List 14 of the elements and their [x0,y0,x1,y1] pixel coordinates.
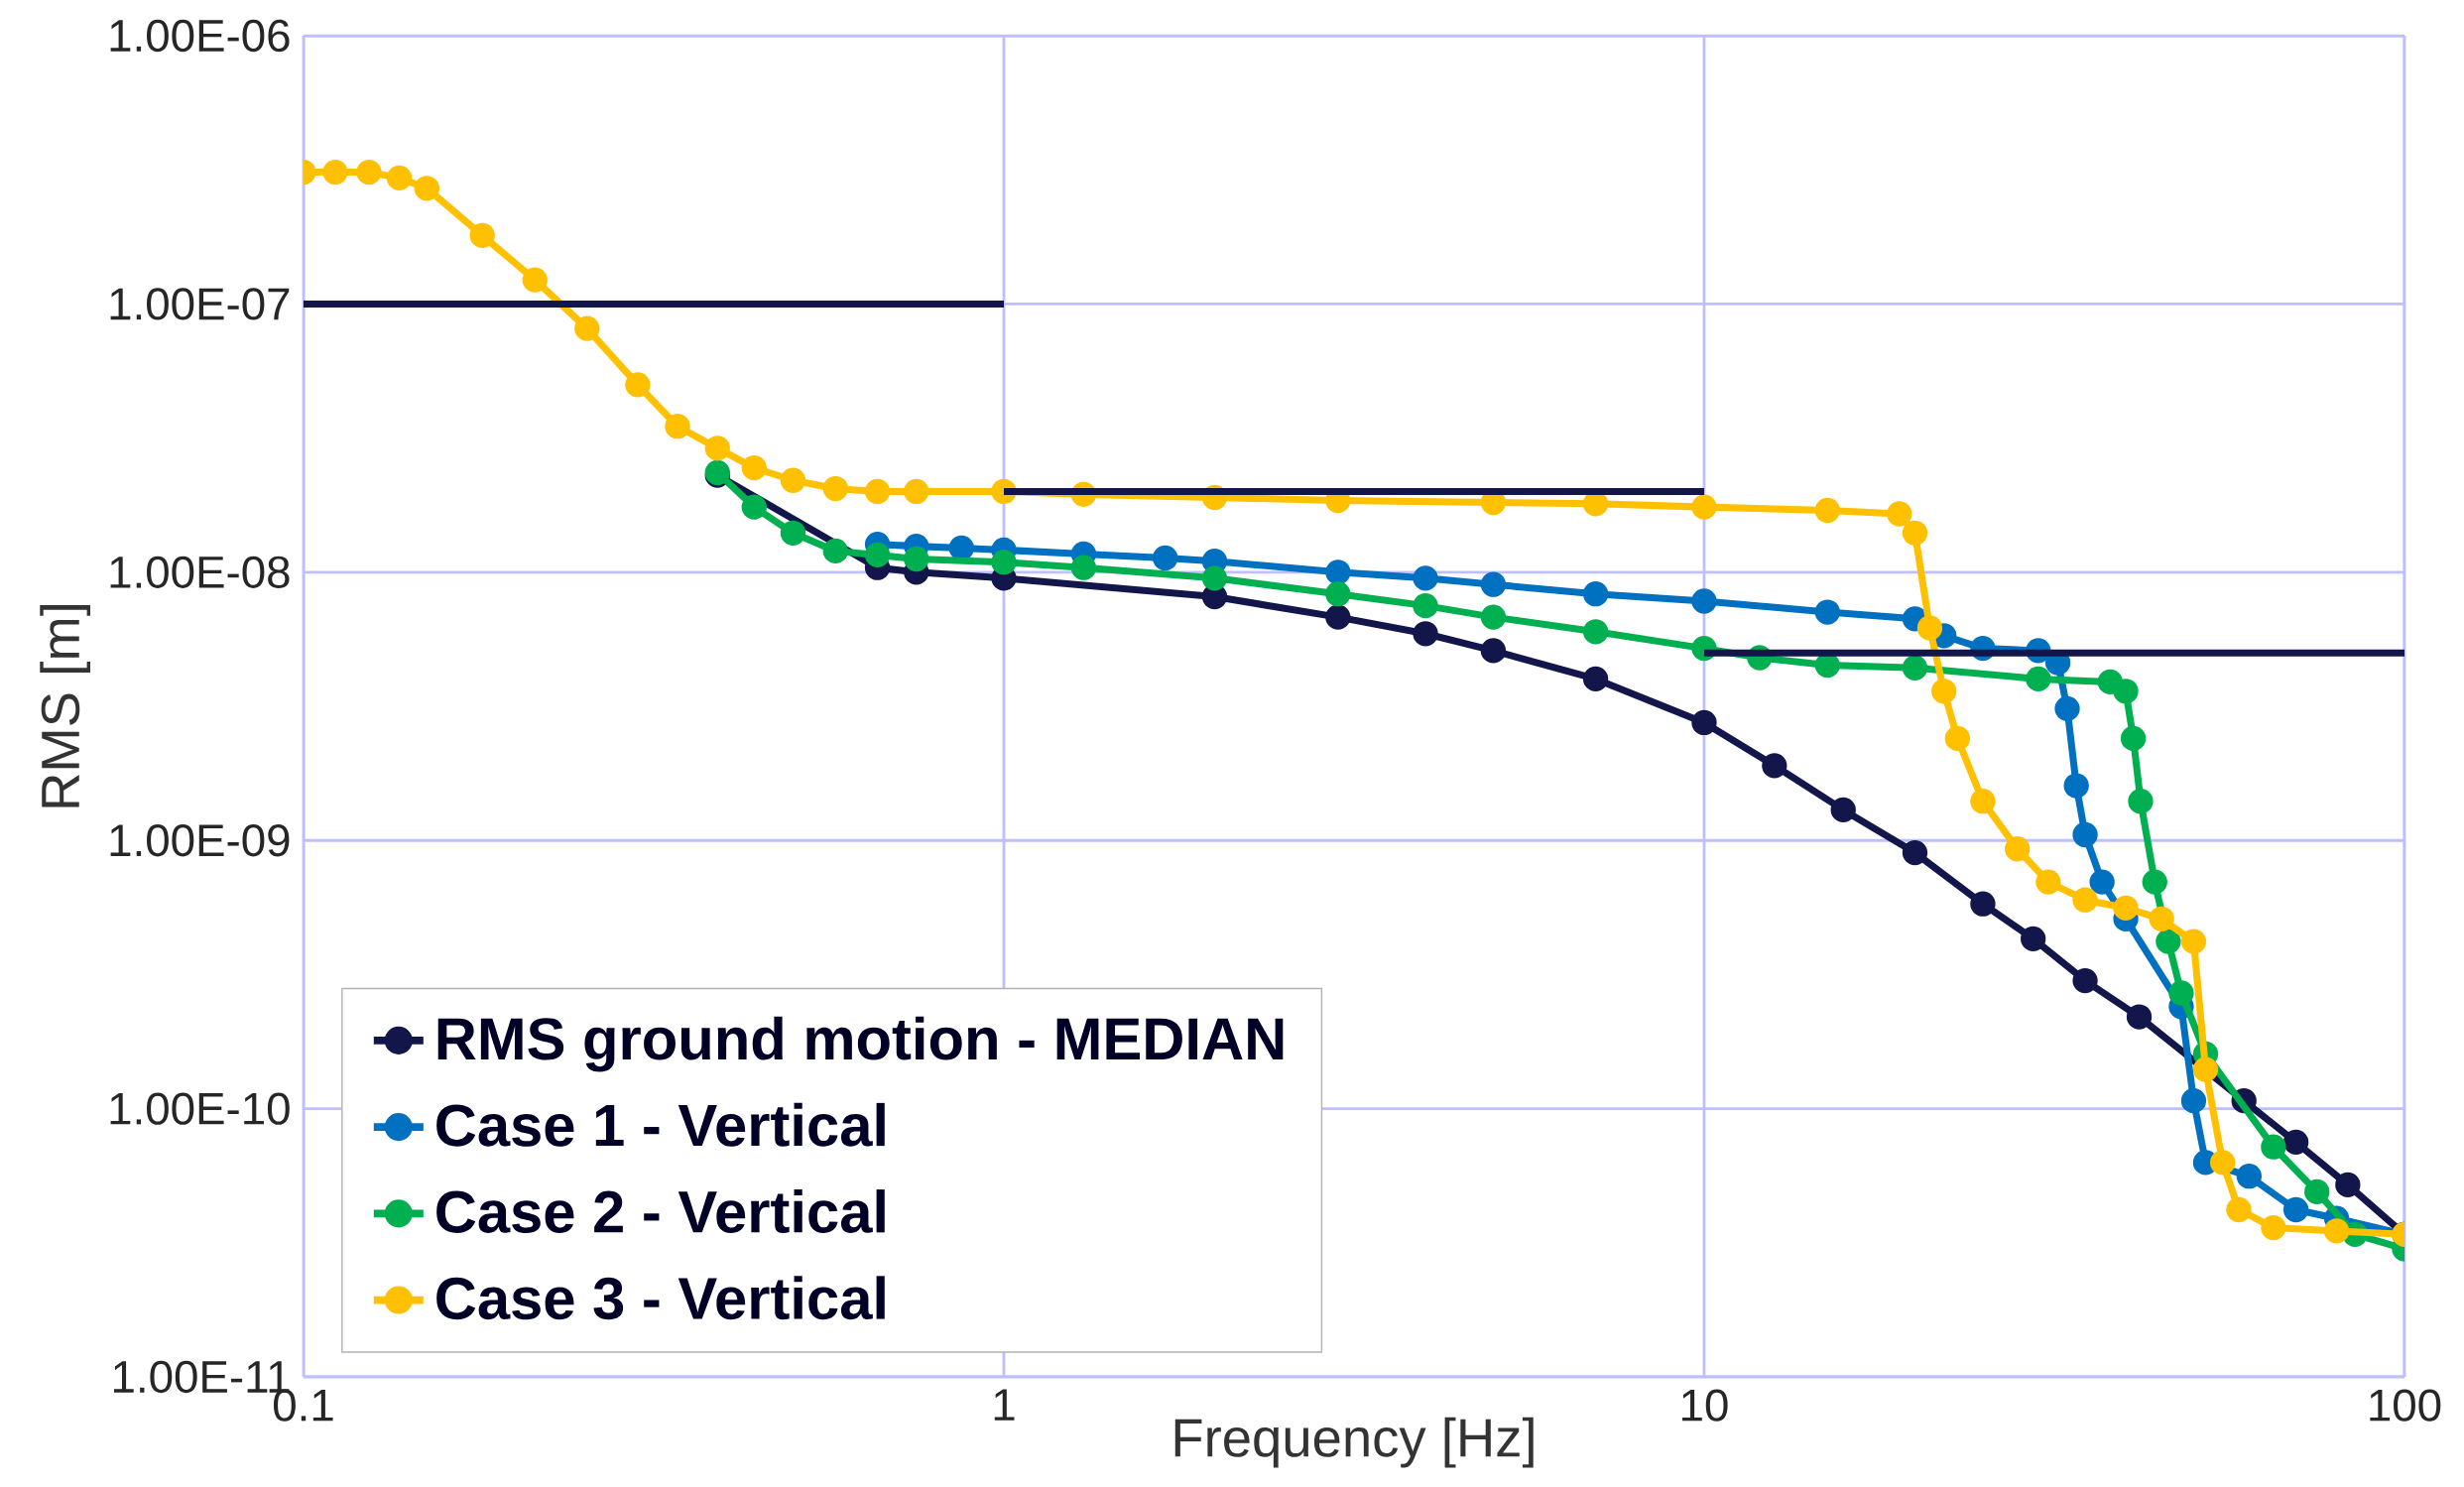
legend-label: Case 1 - Vertical [436,1102,885,1147]
x-tick-label: 1 [994,1389,1015,1421]
x-tick-label: 100 [2370,1389,2441,1422]
y-tick-label: 1.00E-08 [110,556,290,589]
x-axis-title: Frequency [Hz] [1174,1417,1534,1468]
legend-label: RMS ground motion - MEDIAN [437,1016,1284,1072]
y-axis-title: RMS [m] [40,605,91,807]
legend-label: Case 3 - Vertical [436,1276,885,1320]
y-tick-label: 1.00E-06 [110,19,290,53]
y-tick-label: 1.00E-09 [110,824,290,857]
x-tick-label: 10 [1682,1389,1728,1422]
legend-label: Case 2 - Vertical [436,1189,885,1233]
y-tick-label: 1.00E-10 [110,1092,290,1125]
y-tick-label: 1.00E-07 [110,288,290,320]
